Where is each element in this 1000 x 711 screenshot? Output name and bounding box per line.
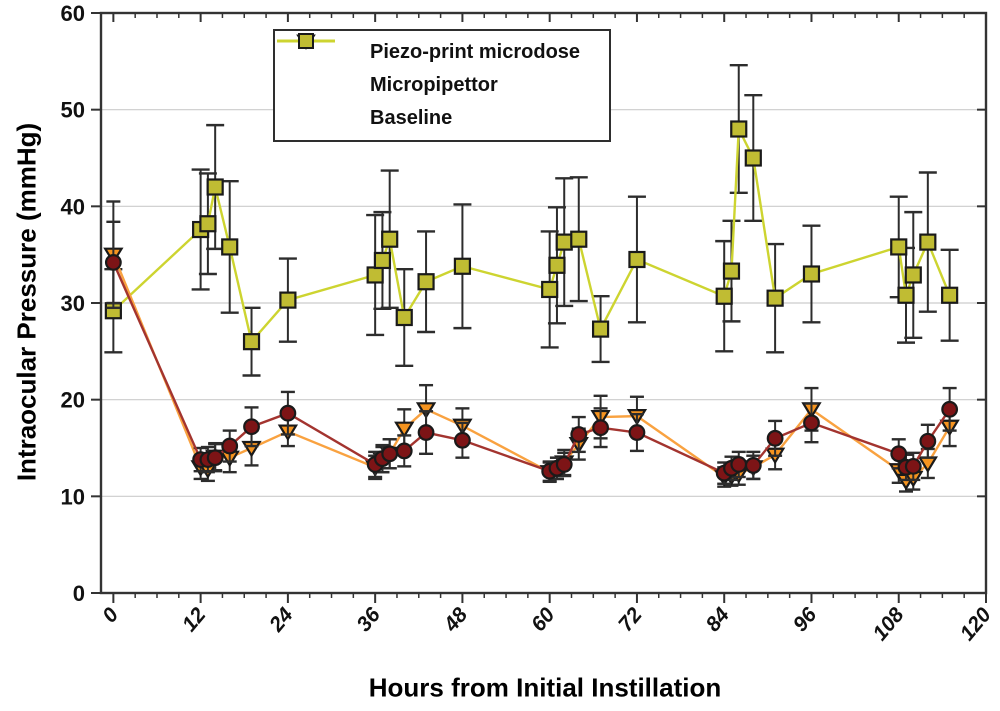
square-marker — [242, 333, 261, 351]
legend-item-piezo-print-microdose: Piezo-print microdose — [277, 33, 609, 66]
circle-marker — [555, 456, 573, 473]
x-tick-label: 84 — [701, 603, 734, 636]
circle-marker — [454, 431, 471, 449]
legend-label-piezo: Piezo-print microdose — [370, 41, 581, 63]
circle-marker — [803, 414, 820, 432]
square-marker — [417, 273, 435, 291]
axis-ticks — [91, 12, 987, 603]
circle-marker — [381, 445, 399, 463]
plot-frame — [99, 11, 988, 595]
x-tick-label: 24 — [264, 603, 297, 637]
y-tick-labels: 0 10 20 30 40 50 60 — [61, 1, 85, 606]
legend-label-baseline: Baseline — [370, 107, 453, 129]
legend-label-micropipettor: Micropipettor — [370, 74, 498, 96]
x-tick-label: 120 — [956, 603, 996, 645]
y-tick-label: 40 — [61, 194, 85, 219]
square-marker — [206, 178, 224, 196]
y-tick-label: 10 — [61, 484, 85, 509]
x-tick-label: 0 — [98, 603, 123, 627]
square-legend-marker — [298, 33, 314, 49]
circle-marker — [206, 449, 224, 467]
square-marker — [904, 266, 922, 284]
square-marker — [628, 250, 646, 269]
circle-marker — [395, 442, 413, 460]
x-tick-labels: 0 12 24 36 48 60 72 84 96 108 120 — [98, 603, 996, 645]
y-tick-label: 50 — [61, 98, 85, 123]
x-tick-label: 96 — [789, 603, 822, 636]
series-markers — [104, 253, 959, 482]
square-marker — [555, 233, 573, 251]
x-tick-label: 108 — [868, 603, 908, 645]
circle-marker — [730, 456, 748, 473]
square-marker — [722, 262, 741, 280]
circle-marker — [941, 400, 959, 418]
series-line — [112, 261, 951, 475]
square-marker — [941, 286, 959, 304]
circle-marker — [744, 457, 762, 474]
circle-marker — [628, 424, 646, 441]
y-tick-label: 60 — [61, 1, 85, 26]
circle-marker — [890, 445, 908, 463]
circle-marker — [417, 424, 435, 441]
x-tick-label: 12 — [178, 603, 211, 636]
x-tick-label: 60 — [527, 603, 560, 636]
circle-marker — [279, 404, 297, 422]
circle-marker — [766, 429, 784, 447]
circle-marker — [570, 426, 588, 443]
circle-marker — [243, 418, 260, 436]
square-marker — [366, 266, 384, 284]
y-tick-label: 0 — [73, 581, 85, 606]
series-markers — [104, 120, 959, 351]
square-marker — [199, 215, 217, 233]
square-marker — [744, 149, 762, 167]
x-axis-title: Hours from Initial Instillation — [368, 672, 722, 703]
square-marker — [381, 230, 399, 248]
square-marker — [730, 120, 748, 138]
legend: Piezo-print microdose Micropipettor Base… — [273, 29, 611, 142]
circle-marker — [104, 253, 122, 271]
x-tick-label: 36 — [352, 603, 385, 636]
series-line — [112, 124, 951, 345]
square-marker — [541, 280, 559, 299]
series-baseline — [104, 63, 959, 377]
legend-item-baseline: Baseline — [277, 33, 609, 132]
circle-marker — [919, 432, 937, 450]
square-marker — [453, 257, 472, 275]
square-marker — [279, 291, 297, 309]
y-tick-label: 30 — [61, 291, 85, 316]
circle-marker — [592, 419, 609, 437]
square-marker — [395, 308, 413, 327]
square-marker — [715, 287, 733, 305]
square-marker — [766, 289, 784, 307]
triangle-down-marker — [394, 421, 415, 439]
series-piezo-print-microdose — [104, 220, 959, 485]
square-marker — [570, 230, 588, 248]
legend-item-micropipettor: Micropipettor — [277, 34, 609, 99]
y-axis-title: Intraocular Pressure (mmHg) — [11, 122, 42, 482]
square-marker — [890, 238, 908, 256]
square-marker — [802, 265, 821, 283]
x-tick-label: 48 — [439, 603, 472, 637]
x-tick-label: 72 — [614, 603, 647, 636]
y-tick-label: 20 — [61, 388, 85, 413]
circle-marker — [904, 457, 922, 475]
square-marker — [373, 251, 392, 270]
square-marker — [897, 286, 915, 304]
square-marker — [591, 320, 610, 338]
micropipettor-triangle-swatch-icon — [277, 34, 353, 96]
square-marker — [221, 238, 239, 256]
baseline-square-swatch-icon — [277, 33, 353, 129]
square-marker — [919, 233, 937, 251]
circle-marker — [221, 437, 239, 455]
square-marker — [548, 256, 566, 274]
